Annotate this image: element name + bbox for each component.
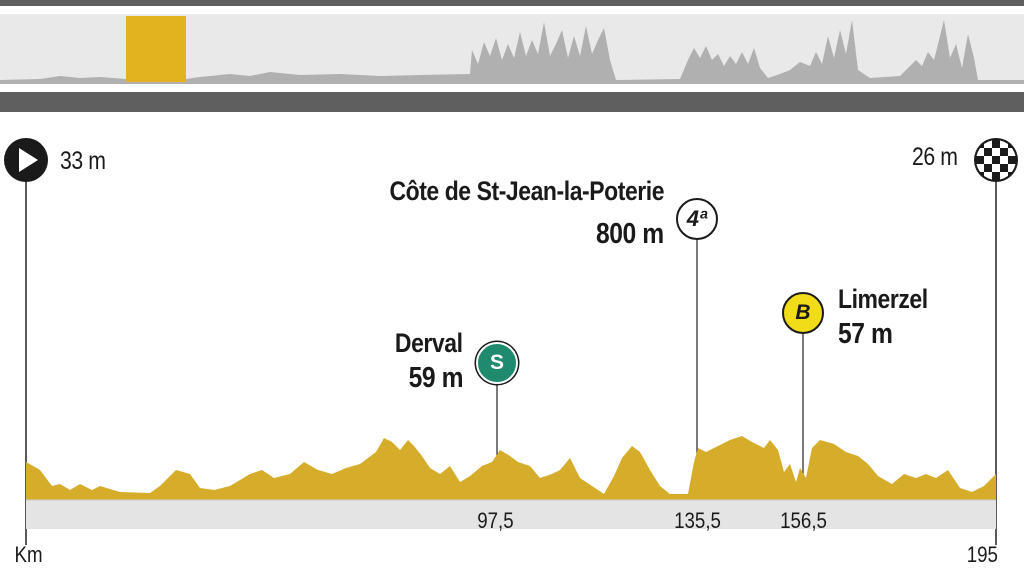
climb-altitude: 800 m bbox=[596, 218, 664, 250]
finish-checkered-icon bbox=[974, 138, 1018, 182]
overview-profile-shape bbox=[0, 20, 1024, 84]
km-label-bonus: 156,5 bbox=[780, 508, 827, 533]
overview-bottom-band bbox=[0, 92, 1024, 112]
distance-axis-strip bbox=[26, 500, 996, 529]
bonus-name: Limerzel bbox=[838, 284, 928, 314]
stage-profile-chart bbox=[4, 138, 1018, 545]
km-axis-label: Km bbox=[14, 542, 43, 567]
overview-stage-highlight bbox=[126, 16, 186, 82]
bonus-badge: B bbox=[782, 292, 824, 334]
sprint-name: Derval bbox=[395, 328, 463, 358]
start-flag-icon bbox=[4, 138, 48, 182]
climb-name: Côte de St-Jean-la-Poterie bbox=[389, 176, 664, 206]
sprint-altitude: 59 m bbox=[408, 362, 464, 394]
tour-overview-profile bbox=[0, 0, 1024, 112]
km-end-label: 195 bbox=[966, 542, 998, 567]
finish-altitude: 26 m bbox=[912, 143, 958, 171]
elevation-profile bbox=[26, 436, 996, 500]
km-label-climb: 135,5 bbox=[674, 508, 721, 533]
overview-top-band bbox=[0, 0, 1024, 6]
sprint-badge: S bbox=[476, 342, 518, 384]
km-label-sprint: 97,5 bbox=[477, 508, 514, 533]
climb-category-badge: 4ª bbox=[676, 198, 718, 240]
bonus-altitude: 57 m bbox=[838, 318, 893, 350]
start-altitude: 33 m bbox=[60, 147, 106, 175]
